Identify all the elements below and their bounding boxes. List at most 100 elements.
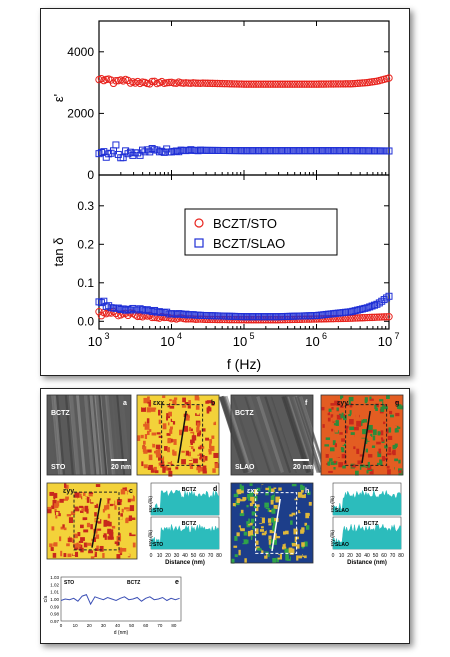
profile-y-label: εxx (%) <box>148 496 154 513</box>
data-point <box>196 79 205 87</box>
tem-stripe <box>83 394 95 475</box>
strain-map-patch <box>201 428 206 432</box>
strain-map-patch <box>325 449 330 455</box>
data-point <box>170 79 178 87</box>
strain-map-patch <box>278 487 282 491</box>
strain-map-patch <box>258 517 262 523</box>
strain-map-patch <box>166 413 171 419</box>
strain-map-patch <box>119 552 123 556</box>
data-point <box>368 313 376 322</box>
strain-map-patch <box>173 459 178 463</box>
strain-map-patch <box>108 507 112 513</box>
strain-map-patch <box>297 492 303 498</box>
tem-stripe <box>264 396 292 474</box>
strain-map-patch <box>118 550 123 553</box>
strain-map-patch <box>161 456 165 462</box>
strain-map-patch <box>188 463 194 469</box>
data-point <box>175 148 183 156</box>
strain-map-patch <box>300 550 306 553</box>
strain-map-patch <box>184 402 190 405</box>
strain-map-patch <box>384 445 388 449</box>
strain-map-patch <box>169 418 173 422</box>
strain-map-patch <box>361 467 366 471</box>
strain-map-patch <box>364 399 368 404</box>
strain-map-patch <box>145 444 149 450</box>
strain-map-patch <box>239 513 245 517</box>
strain-map-patch <box>398 456 403 463</box>
strain-map-patch <box>211 435 215 439</box>
strain-map-patch <box>251 498 255 505</box>
strain-map-patch <box>372 435 376 441</box>
strain-map-patch <box>293 494 299 499</box>
tem-stripe <box>94 395 103 475</box>
ca-x-tick-label: 10 <box>73 623 79 628</box>
strain-map-patch <box>96 528 102 531</box>
strain-map-patch <box>298 517 304 523</box>
data-point <box>187 146 195 154</box>
strain-map-patch <box>202 448 207 454</box>
strain-map-patch <box>90 550 95 557</box>
strain-map-patch <box>161 405 166 411</box>
data-point <box>230 80 239 88</box>
strain-map-patch <box>359 464 365 470</box>
strain-map-patch <box>169 405 175 409</box>
data-point <box>298 80 306 88</box>
data-point <box>358 314 367 322</box>
strain-map-patch <box>107 536 112 540</box>
strain-map-patch <box>58 546 62 549</box>
strain-map-patch <box>331 407 334 410</box>
strain-map-patch <box>181 450 185 453</box>
data-point <box>95 150 103 158</box>
strain-map-patch <box>375 403 379 408</box>
strain-map-patch <box>341 398 347 405</box>
ca-x-tick-label: 0 <box>60 623 63 628</box>
strain-map-patch <box>262 552 267 556</box>
profile-x-tick-label: 10 <box>339 553 345 559</box>
strain-map-patch <box>298 555 303 559</box>
data-point <box>187 315 195 323</box>
data-point <box>191 79 200 87</box>
y-tick-label: 0.3 <box>77 199 94 213</box>
tem-stripe <box>270 396 297 474</box>
strain-map-patch <box>164 446 168 451</box>
strain-map-patch <box>59 536 62 542</box>
data-point <box>223 80 231 88</box>
strain-map-patch <box>205 452 209 458</box>
data-point <box>361 304 369 312</box>
ca-x-tick-label: 70 <box>157 623 163 628</box>
profile-x-tick-label: 20 <box>347 553 353 559</box>
strain-map-patch <box>264 502 269 508</box>
data-point <box>95 308 103 316</box>
data-point <box>383 294 391 302</box>
strain-map-patch <box>335 395 339 400</box>
strain-map-patch <box>369 396 372 400</box>
strain-map-patch <box>277 554 280 558</box>
strain-map-patch <box>264 530 267 535</box>
strain-map-patch <box>95 518 101 522</box>
data-point <box>245 80 253 88</box>
data-point <box>148 308 156 316</box>
strain-map-patch <box>142 446 147 452</box>
strain-map-patch <box>286 510 292 515</box>
strain-map-patch <box>47 509 52 514</box>
strain-map-patch <box>206 400 212 404</box>
profile-region-label: BCTZ <box>182 521 197 527</box>
strain-map-patch <box>208 395 213 400</box>
panel-letter: h <box>305 488 309 495</box>
strain-map-patch <box>164 465 168 471</box>
data-point <box>329 80 338 88</box>
data-point <box>303 80 311 88</box>
strain-map-patch <box>302 551 306 556</box>
strain-map-patch <box>88 508 94 515</box>
strain-map-patch <box>109 532 114 538</box>
strain-map-patch <box>288 547 293 553</box>
strain-map-patch <box>328 470 333 473</box>
strain-map-patch <box>336 453 341 458</box>
strain-map-patch <box>348 399 351 405</box>
strain-map-patch <box>249 491 254 497</box>
data-point <box>368 302 376 310</box>
strain-map-patch <box>77 497 82 504</box>
tem-stripe <box>104 395 114 475</box>
strain-map-patch <box>266 521 269 527</box>
strain-map-patch <box>283 531 286 535</box>
